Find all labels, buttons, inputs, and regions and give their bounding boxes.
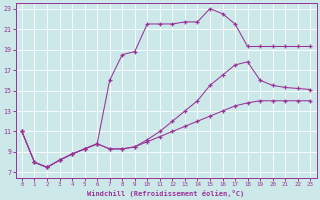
X-axis label: Windchill (Refroidissement éolien,°C): Windchill (Refroidissement éolien,°C) xyxy=(87,190,245,197)
